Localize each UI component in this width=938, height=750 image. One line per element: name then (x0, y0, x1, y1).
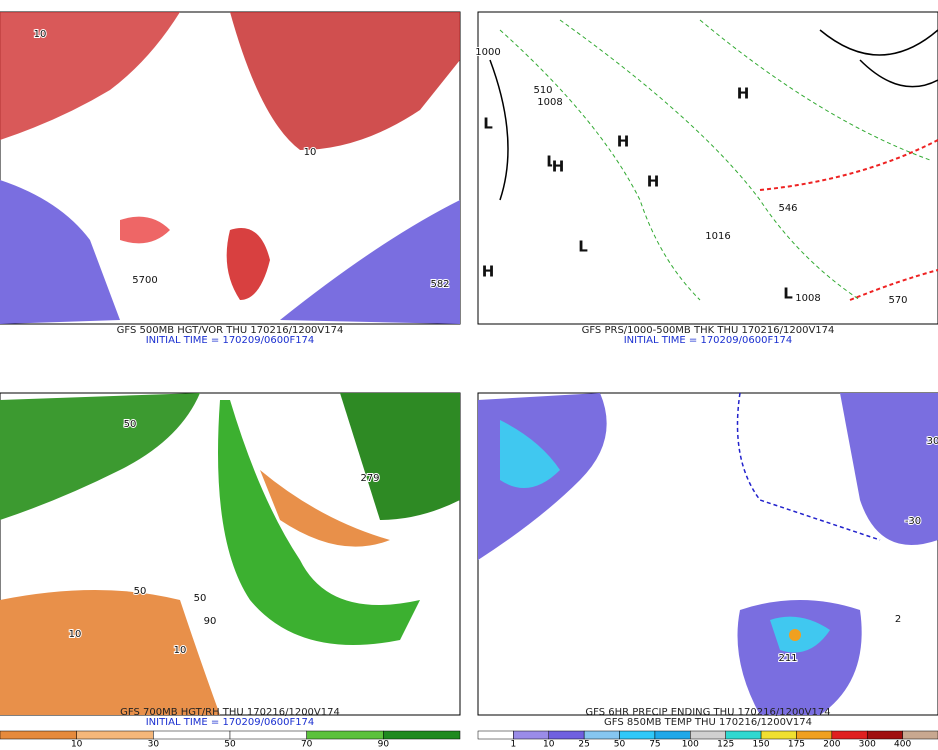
pressure-center: H (737, 85, 750, 103)
contour-label: 546 (778, 203, 797, 214)
colorbar-label: 300 (859, 740, 876, 750)
colorbar-swatch (619, 730, 656, 740)
colorbar-label: 100 (682, 740, 699, 750)
colorbar-label: 175 (788, 740, 805, 750)
contour-label: 10 (34, 29, 47, 40)
pressure-center: H (552, 158, 565, 176)
pressure-center: L (483, 115, 493, 133)
contour-label: -30 (905, 516, 921, 527)
contour-label: 90 (204, 616, 217, 627)
caption: GFS 700MB HGT/RH THU 170216/1200V174 (120, 707, 340, 718)
colorbar-swatch (383, 730, 461, 740)
colorbar-label: 125 (717, 740, 734, 750)
contour-label: 50 (134, 586, 147, 597)
contour-label: 1008 (795, 293, 820, 304)
colorbar-swatch (831, 730, 868, 740)
contour-label: 1008 (537, 97, 562, 108)
pressure-center: L (546, 153, 556, 171)
contour-label: 2 (895, 614, 901, 625)
colorbar-label: 10 (71, 740, 83, 750)
initial-time: INITIAL TIME = 170209/0600F174 (146, 335, 315, 346)
colorbar-swatch (306, 730, 384, 740)
pressure-center: H (617, 133, 630, 151)
colorbar-swatch (690, 730, 726, 740)
colorbar-swatch (229, 730, 307, 740)
contour-label: 50 (124, 419, 137, 430)
colorbar-swatch (760, 730, 797, 740)
colorbar-label: 150 (752, 740, 769, 750)
pressure-center: H (482, 263, 495, 281)
colorbar-label: 50 (224, 740, 236, 750)
colorbar-label: 75 (649, 740, 660, 750)
colorbar-swatch (76, 730, 154, 740)
contour-label: 10 (174, 645, 187, 656)
colorbar-label: 25 (578, 740, 589, 750)
contour-label: 5700 (132, 275, 157, 286)
contour-label: 10 (304, 147, 317, 158)
initial-time: INITIAL TIME = 170209/0600F174 (624, 335, 793, 346)
map-backgrounds (0, 11, 938, 716)
pressure-center: L (578, 238, 588, 256)
pressure-center: L (783, 285, 793, 303)
colorbar-swatch (583, 730, 620, 740)
contour-label: 50 (194, 593, 207, 604)
colorbar-label: 400 (894, 740, 911, 750)
initial-time: INITIAL TIME = 170209/0600F174 (146, 717, 315, 728)
colorbar-label: 200 (823, 740, 840, 750)
contour-label: 582 (430, 279, 449, 290)
colorbar-swatch (654, 730, 691, 740)
contour-label: 510 (533, 85, 552, 96)
colorbar-label: 70 (301, 740, 313, 750)
contour-label: 30 (927, 436, 938, 447)
colorbar-swatch (513, 730, 550, 740)
colorbar-swatch (725, 730, 762, 740)
caption: GFS PRS/1000-500MB THK THU 170216/1200V1… (582, 325, 835, 336)
colorbar-label: 90 (378, 740, 390, 750)
colorbar-swatch (902, 730, 938, 740)
colorbar-swatch (796, 730, 833, 740)
contour-label: 10 (69, 629, 82, 640)
contour-label: 1000 (475, 47, 500, 58)
contour-label: 279 (360, 473, 379, 484)
colorbar-swatch (548, 730, 585, 740)
colorbar-swatch (477, 730, 514, 740)
colorbar-label: 1 (511, 740, 517, 750)
contour-label: 1016 (705, 231, 730, 242)
colorbar-swatch (0, 730, 77, 740)
pressure-center: H (647, 173, 660, 191)
caption: GFS 6HR PRECIP ENDING THU 170216/1200V17… (585, 707, 830, 718)
colorbar-label: 50 (614, 740, 626, 750)
caption: GFS 850MB TEMP THU 170216/1200V174 (604, 717, 812, 728)
colorbar-swatch (153, 730, 231, 740)
contour-label: 570 (888, 295, 907, 306)
contour-label: 211 (778, 653, 797, 664)
colorbar-label: 10 (543, 740, 555, 750)
caption: GFS 500MB HGT/VOR THU 170216/1200V174 (117, 325, 344, 336)
colorbar-label: 30 (148, 740, 160, 750)
colorbar-swatch (866, 730, 903, 740)
